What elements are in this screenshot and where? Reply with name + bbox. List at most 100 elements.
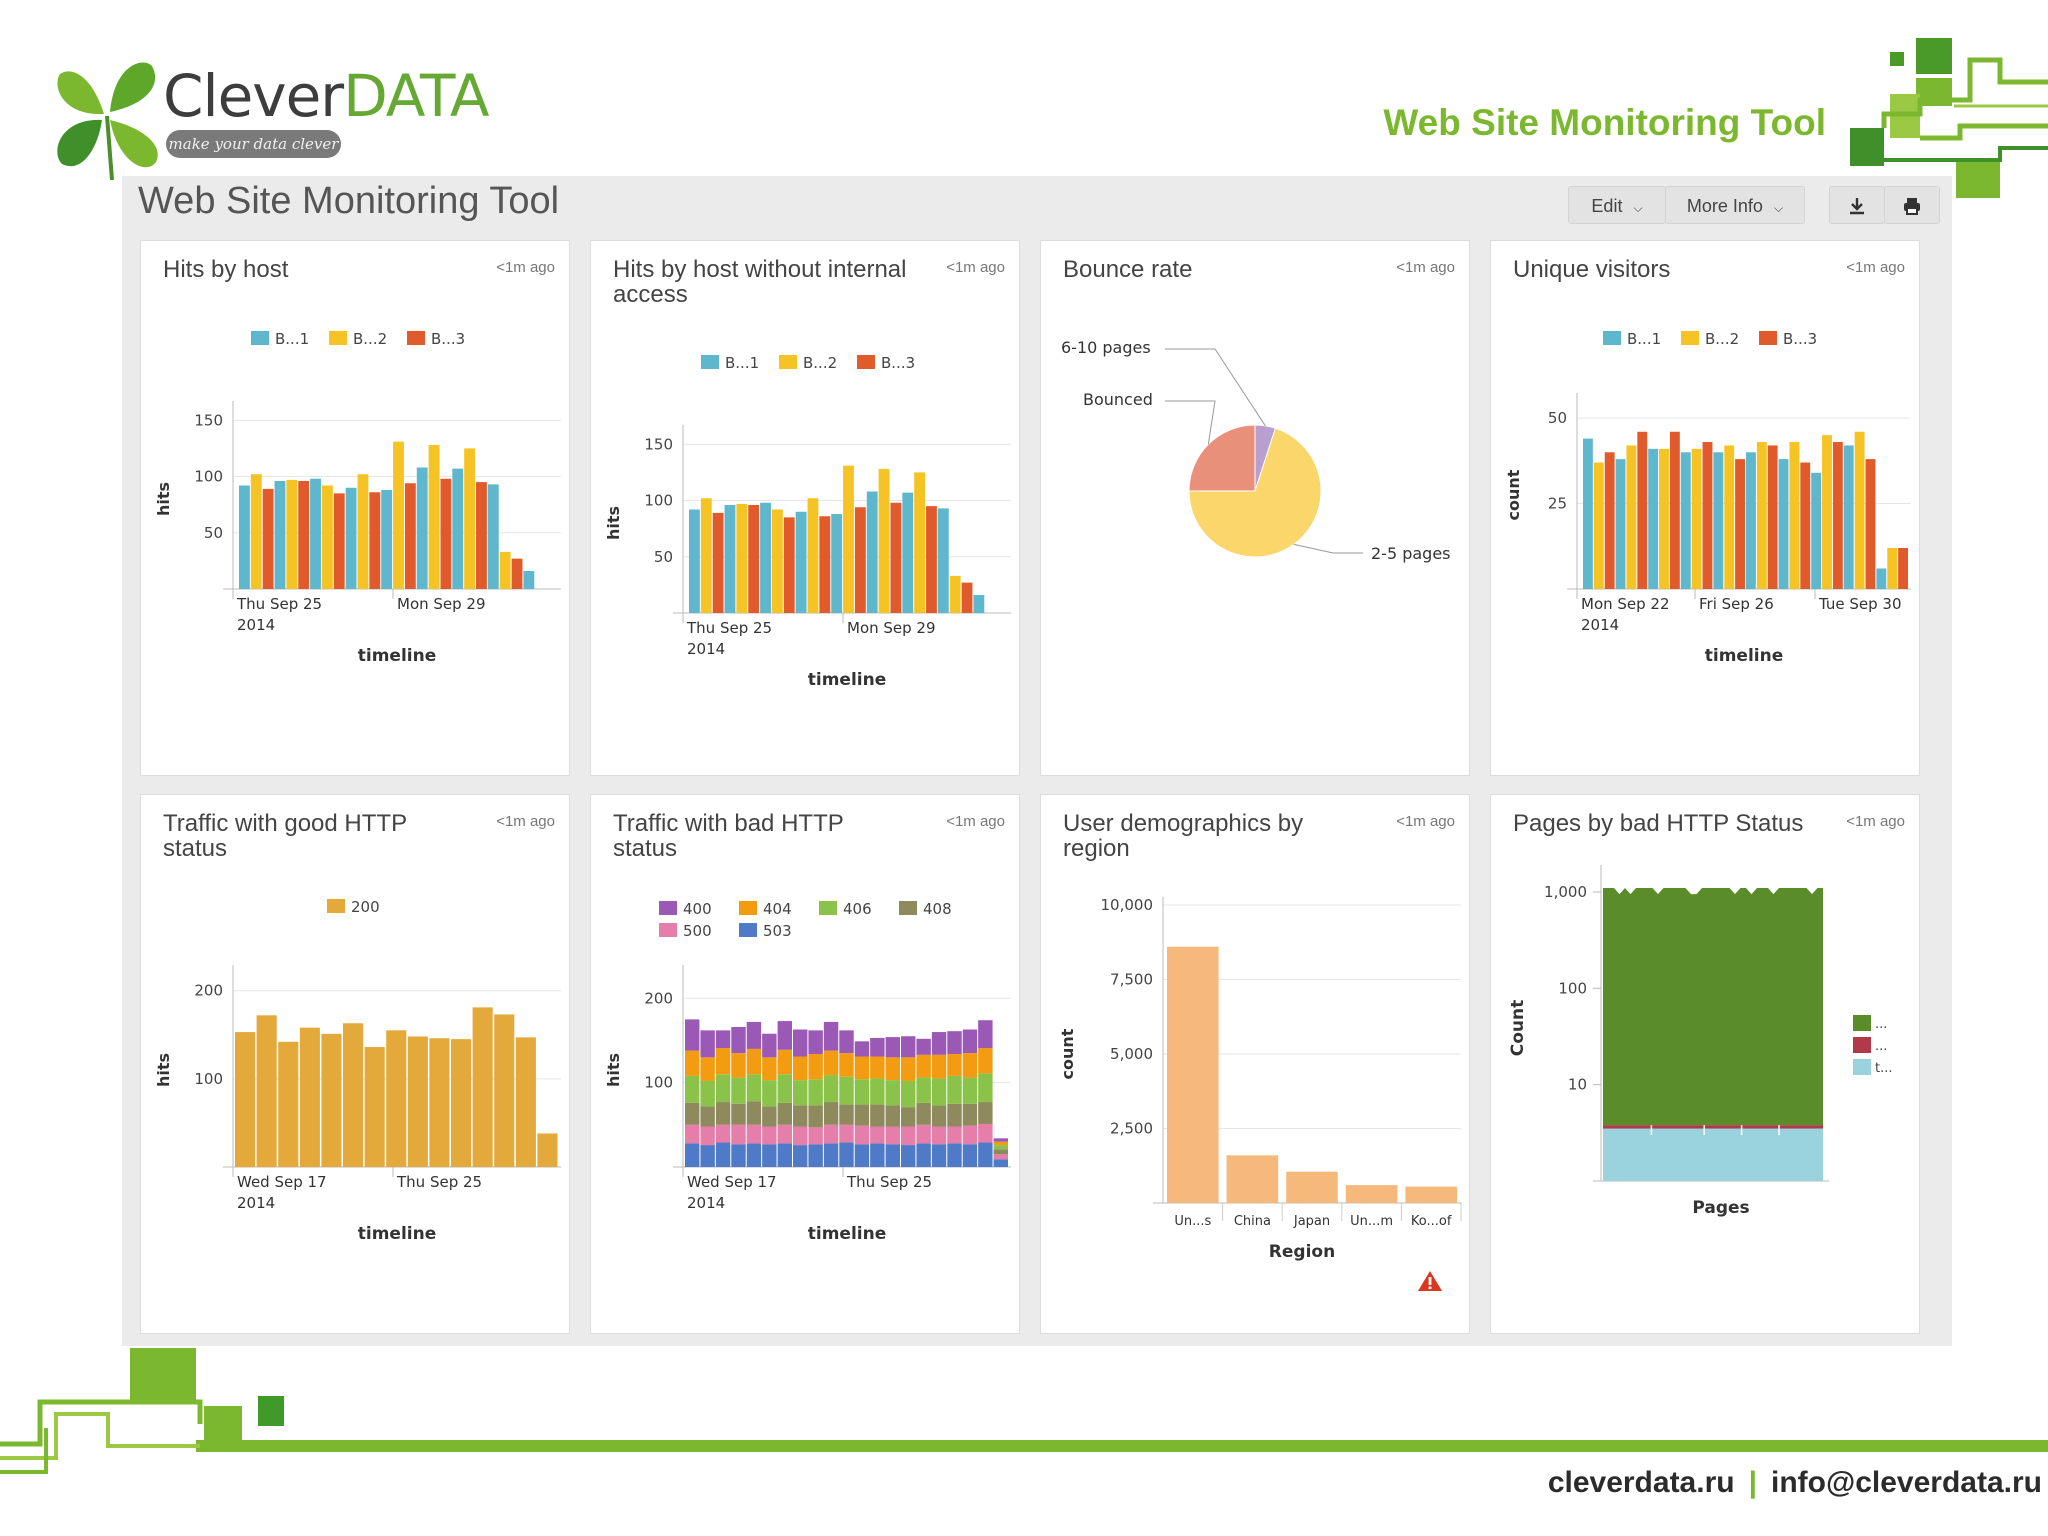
- bar: [937, 508, 949, 613]
- stacked-bar-segment: [870, 1126, 885, 1144]
- stacked-bar-segment: [993, 1141, 1008, 1146]
- x-tick-label: Thu Sep 25: [396, 1173, 482, 1191]
- bar: [973, 595, 985, 613]
- bar: [1583, 438, 1593, 589]
- stacked-bar-segment: [870, 1143, 885, 1167]
- stacked-bar-segment: [947, 1075, 962, 1104]
- stacked-bar-segment: [931, 1126, 947, 1145]
- legend-label: ...: [1875, 1039, 1887, 1054]
- stacked-bar-segment: [870, 1056, 885, 1079]
- stacked-bar-segment: [931, 1032, 947, 1055]
- bar: [771, 509, 783, 613]
- stacked-bar-segment: [823, 1075, 839, 1103]
- y-tick-label: 10: [1568, 1076, 1587, 1094]
- panel-bad-http[interactable]: Traffic with bad HTTP status <1m ago 400…: [590, 794, 1020, 1334]
- print-button[interactable]: [1884, 186, 1940, 224]
- edit-button[interactable]: Edit ⌵: [1568, 186, 1666, 224]
- updated-ago: <1m ago: [1846, 813, 1905, 830]
- updated-ago: <1m ago: [496, 813, 555, 830]
- y-tick-label: 200: [644, 989, 673, 1007]
- stacked-bar-segment: [746, 1048, 762, 1075]
- panel-title: Bounce rate: [1063, 256, 1193, 283]
- footer-separator: |: [1748, 1466, 1757, 1499]
- stacked-bar-segment: [762, 1126, 777, 1145]
- stacked-bar-segment: [885, 1080, 900, 1106]
- warning-icon[interactable]: [1417, 1269, 1443, 1293]
- circuit-decoration-bottom: [0, 1348, 2048, 1474]
- stacked-bar-segment: [978, 1123, 993, 1143]
- updated-ago: <1m ago: [496, 259, 555, 276]
- x-tick-label: Mon Sep 29: [397, 595, 486, 613]
- legend-swatch: [701, 355, 719, 369]
- more-info-button[interactable]: More Info ⌵: [1665, 186, 1805, 224]
- legend-label: B...3: [1783, 330, 1817, 348]
- bar: [1680, 452, 1691, 589]
- stacked-bar-segment: [839, 1053, 854, 1077]
- bar: [393, 441, 404, 589]
- stacked-bar-segment: [808, 1144, 823, 1167]
- pie-slice: [1188, 424, 1256, 492]
- stacked-bar-segment: [777, 1049, 792, 1075]
- x-axis-label: timeline: [808, 1224, 886, 1244]
- x-tick-label: Thu Sep 25: [686, 619, 772, 637]
- x-axis-label: Region: [1269, 1242, 1335, 1262]
- brand-tagline: make your data clever: [166, 130, 341, 158]
- legend-swatch: [659, 923, 677, 937]
- bar: [476, 482, 487, 589]
- bar: [1898, 547, 1908, 589]
- stacked-bar-segment: [916, 1038, 931, 1055]
- stacked-bar-segment: [885, 1105, 900, 1127]
- y-tick-label: 100: [644, 1074, 673, 1092]
- legend-swatch: [1603, 331, 1621, 345]
- brand-wordmark: CleverDATA: [163, 62, 490, 130]
- bad-status-pages-chart: 10 100 1,000 Count Pages...... t...: [1508, 865, 1893, 1218]
- stacked-bar-segment: [685, 1050, 700, 1076]
- footer-email[interactable]: info@cleverdata.ru: [1771, 1466, 2042, 1499]
- panel-good-http[interactable]: Traffic with good HTTP status <1m ago 20…: [140, 794, 570, 1334]
- bar: [404, 483, 416, 589]
- bar: [407, 1036, 428, 1167]
- panel-bad-status-pages[interactable]: Pages by bad HTTP Status <1m ago 10 100 1,…: [1490, 794, 1920, 1334]
- stacked-bar-segment: [746, 1124, 762, 1144]
- bar: [537, 1133, 558, 1167]
- x-tick-label: China: [1234, 1214, 1271, 1229]
- y-tick-label: 5,000: [1110, 1045, 1153, 1063]
- legend-label: 404: [763, 900, 792, 918]
- panel-bounce-rate[interactable]: Bounce rate <1m ago 6-10 pages Bounced 2-5…: [1040, 240, 1470, 776]
- stacked-bar-segment: [947, 1053, 962, 1076]
- download-icon: [1850, 198, 1864, 215]
- bar: [369, 492, 381, 589]
- stacked-bar-segment: [993, 1138, 1008, 1142]
- legend-label: B...3: [881, 354, 915, 372]
- stacked-bar-segment: [885, 1037, 900, 1058]
- bar: [1691, 448, 1702, 589]
- bar: [464, 448, 476, 589]
- x-tick-label: Mon Sep 29: [847, 619, 936, 637]
- download-button[interactable]: [1829, 186, 1885, 224]
- panel-hits-no-internal[interactable]: Hits by host without internal access <1m…: [590, 240, 1020, 776]
- bar: [1604, 452, 1615, 589]
- bar: [1702, 442, 1713, 589]
- y-axis-label: count: [1058, 1028, 1077, 1079]
- x-tick-label: Wed Sep 17: [687, 1173, 777, 1191]
- area-series: [1603, 1125, 1823, 1129]
- panel-hits-by-host[interactable]: Hits by host <1m ago B...1 B...2 B...3 50 10…: [140, 240, 570, 776]
- bar: [1778, 459, 1789, 589]
- stacked-bar-segment: [854, 1144, 870, 1167]
- bar: [914, 472, 926, 613]
- good-http-chart: 200 100 200 hits timeline Wed Sep 17 2014 Thu S…: [154, 898, 561, 1244]
- bar: [310, 478, 321, 589]
- updated-ago: <1m ago: [946, 259, 1005, 276]
- stacked-bar-segment: [777, 1124, 792, 1144]
- bar: [724, 505, 736, 613]
- legend-label: B...1: [1627, 330, 1661, 348]
- bar: [843, 465, 854, 613]
- panel-demographics[interactable]: User demographics by region <1m ago 2,50…: [1040, 794, 1470, 1334]
- stacked-bar-segment: [808, 1053, 823, 1080]
- panel-unique-visitors[interactable]: Unique visitors <1m ago B...1 B...2 B...3 2…: [1490, 240, 1920, 776]
- stacked-bar-segment: [931, 1054, 947, 1079]
- footer-website[interactable]: cleverdata.ru: [1547, 1466, 1735, 1499]
- y-tick-label: 100: [194, 468, 223, 486]
- stacked-bar-segment: [793, 1105, 808, 1127]
- y-axis-label: hits: [604, 506, 623, 540]
